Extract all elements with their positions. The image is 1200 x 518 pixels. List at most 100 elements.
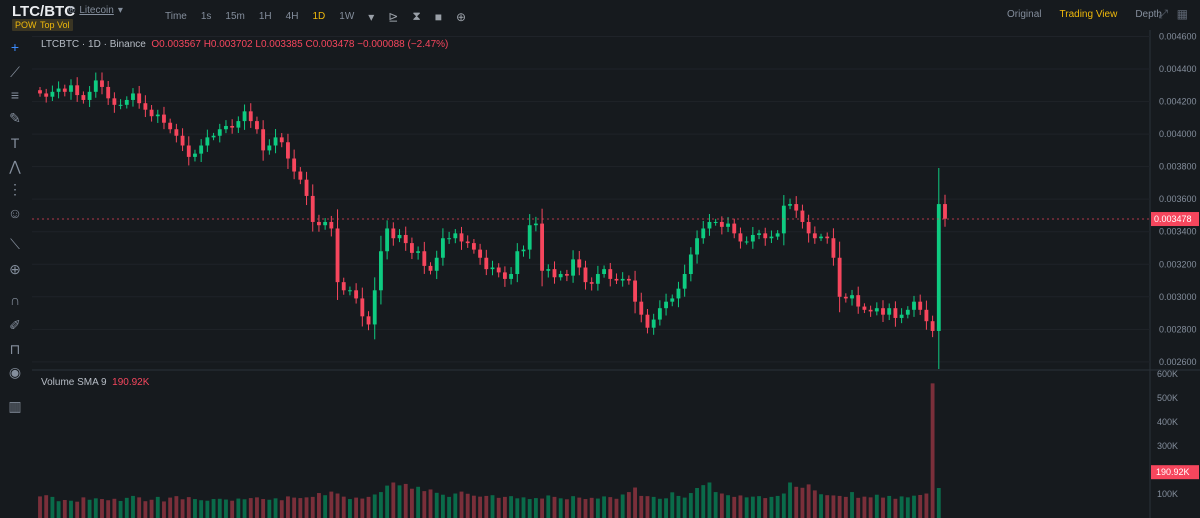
volume-bar — [781, 493, 786, 518]
volume-bar — [657, 498, 662, 518]
volume-bar — [372, 494, 377, 518]
candle-body — [354, 290, 359, 299]
candle-body — [936, 204, 941, 331]
brush-icon[interactable]: ✎ — [9, 110, 21, 126]
volume-bar — [620, 494, 625, 518]
view-trading-view[interactable]: Trading View — [1059, 9, 1118, 20]
candle-body — [360, 298, 365, 317]
volume-bar — [434, 492, 439, 518]
volume-bar — [837, 495, 842, 518]
volume-bar — [571, 496, 576, 518]
candle-type-icon[interactable]: ⧗ — [412, 9, 421, 23]
volume-bar — [819, 494, 823, 518]
volume-bar — [726, 495, 730, 518]
fullscreen-icon[interactable]: ⤢ — [1158, 7, 1168, 21]
volume-bar — [887, 495, 892, 518]
candle-body — [292, 158, 297, 172]
trend-line-icon[interactable]: ⟋ — [10, 64, 20, 80]
volume-bar — [292, 497, 297, 518]
crosshair-icon[interactable]: + — [10, 39, 20, 55]
volume-bar — [118, 500, 123, 518]
volume-tick-label: 500K — [1157, 393, 1178, 403]
candle-body — [688, 254, 693, 275]
candle-body — [645, 314, 650, 328]
more-icon[interactable]: ▦ — [1176, 7, 1188, 21]
candle-body — [44, 93, 49, 97]
lock-draw-icon[interactable]: ✐ — [9, 317, 21, 333]
tf-1w[interactable]: 1W — [339, 11, 355, 22]
volume-bar — [881, 497, 885, 518]
volume-bar — [279, 500, 284, 518]
volume-bar — [397, 485, 402, 518]
text-icon[interactable]: T — [10, 135, 20, 151]
candle-body — [329, 221, 334, 229]
zoom-in-icon[interactable]: ⊕ — [9, 261, 21, 277]
tf-1h[interactable]: 1H — [258, 11, 272, 22]
candle-body — [701, 228, 706, 239]
volume-bar — [360, 498, 365, 518]
candle-body — [62, 88, 67, 92]
chevron-down-icon[interactable]: ▾ — [117, 5, 123, 16]
tf-15m[interactable]: 15m — [225, 11, 245, 22]
price-tick-label: 0.004600 — [1159, 32, 1197, 42]
volume-legend: Volume SMA 9 190.92K — [41, 377, 149, 388]
view-original[interactable]: Original — [1007, 9, 1042, 20]
candle-body — [100, 80, 104, 87]
volume-bar — [602, 496, 606, 518]
pair-title[interactable]: LTC/BTC — [12, 3, 76, 20]
volume-bar — [800, 487, 805, 518]
measure-icon[interactable]: ⋮ — [8, 181, 22, 197]
candle-body — [769, 236, 774, 239]
fib-icon[interactable]: ≡ — [10, 87, 20, 103]
candle-body — [409, 243, 414, 253]
low-value: L0.003385 — [255, 39, 303, 50]
candle-body — [453, 233, 458, 239]
tf-time[interactable]: Time — [165, 11, 187, 22]
emoji-icon[interactable]: ☺ — [7, 205, 23, 221]
volume-bar — [912, 495, 916, 518]
volume-bar — [533, 498, 538, 518]
magnet-icon[interactable]: ∩ — [9, 292, 21, 308]
volume-bar — [471, 495, 476, 518]
trash-icon[interactable]: ▥ — [8, 398, 22, 414]
eye-icon[interactable]: ◉ — [8, 364, 22, 380]
candle-body — [186, 145, 191, 157]
candle-body — [707, 221, 712, 229]
candle-body — [639, 301, 644, 315]
volume-bar — [614, 498, 619, 518]
candle-body — [843, 296, 848, 299]
candle-body — [366, 316, 371, 325]
volume-bar — [583, 499, 588, 518]
add-icon[interactable]: ⊕ — [456, 9, 467, 24]
coin-link[interactable]: Litecoin — [79, 5, 114, 16]
view-depth[interactable]: Depth — [1135, 9, 1162, 20]
tf-1d[interactable]: 1D — [312, 11, 326, 22]
volume-bar — [651, 496, 656, 518]
camera-icon[interactable]: ■ — [434, 9, 443, 24]
volume-bar — [124, 497, 129, 518]
candle-body — [428, 265, 433, 271]
volume-bar — [670, 492, 675, 518]
candle-body — [193, 153, 197, 157]
volume-bar — [682, 497, 687, 518]
candle-body — [180, 135, 185, 146]
tf-4h[interactable]: 4H — [285, 11, 299, 22]
more-timeframes-icon[interactable]: ▾ — [368, 9, 375, 24]
candle-body — [211, 135, 216, 138]
candle-body — [81, 95, 86, 100]
volume-bar — [217, 498, 222, 518]
candle-body — [750, 234, 755, 242]
lock-icon[interactable]: ⊓ — [9, 341, 21, 357]
candle-body — [837, 257, 842, 297]
candle-body — [788, 204, 792, 206]
candle-body — [379, 251, 383, 291]
volume-bar — [502, 496, 507, 518]
candle-body — [75, 85, 80, 96]
tf-1s[interactable]: 1s — [200, 11, 212, 22]
indicators-icon[interactable]: ⊵ — [388, 9, 399, 24]
candle-body — [397, 234, 402, 239]
ruler-icon[interactable]: ⟍ — [10, 236, 20, 252]
candle-body — [620, 278, 625, 281]
pattern-icon[interactable]: ⋀ — [9, 158, 21, 174]
